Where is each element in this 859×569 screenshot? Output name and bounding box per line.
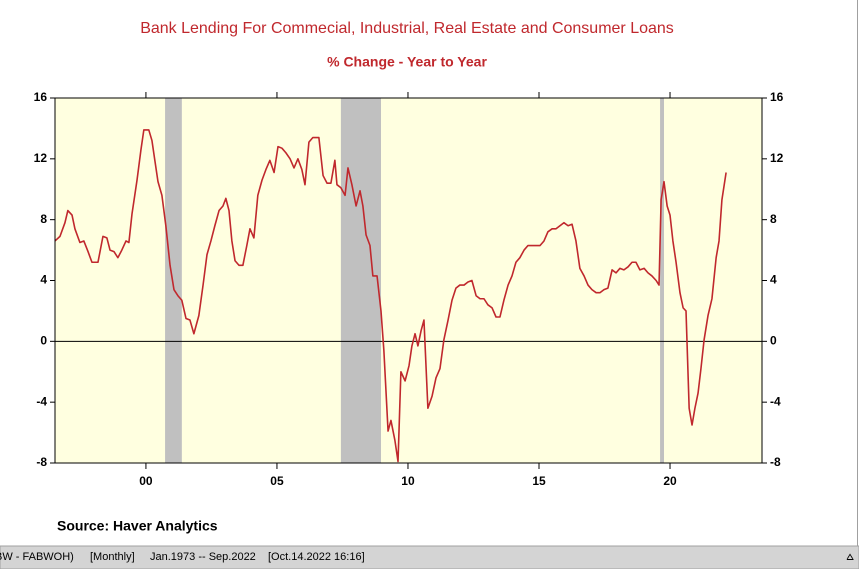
x-tick-label: 00 (139, 474, 153, 488)
status-item: BW - FABWOH) (0, 551, 74, 563)
y-tick-label: -8 (36, 455, 47, 469)
plot-frame (54, 97, 763, 464)
y-tick-label: 12 (34, 151, 48, 165)
y2-tick-label: 16 (770, 90, 784, 104)
x-tick-label: 05 (270, 474, 284, 488)
recession-band (340, 98, 381, 463)
y-tick-label: 16 (34, 90, 48, 104)
chart-title: Bank Lending For Commecial, Industrial, … (140, 20, 674, 37)
x-tick-label: 15 (532, 474, 546, 488)
y2-tick-label: 4 (770, 273, 777, 287)
y2-tick-label: 0 (770, 334, 777, 348)
y2-tick-label: -8 (770, 455, 781, 469)
recession-band (165, 98, 182, 463)
y2-tick-label: 12 (770, 151, 784, 165)
y-tick-label: 0 (40, 334, 47, 348)
y-tick-label: 8 (40, 212, 47, 226)
x-tick-label: 20 (663, 474, 677, 488)
y-tick-label: 4 (40, 273, 47, 287)
status-item: Jan.1973 -- Sep.2022 (150, 551, 256, 563)
pin-icon[interactable]: ⩟ (846, 549, 854, 563)
status-item: [Monthly] (90, 551, 135, 563)
data-line (54, 129, 727, 463)
y-tick-label: -4 (36, 394, 47, 408)
recession-band (660, 98, 664, 463)
x-tick-label: 10 (401, 474, 415, 488)
y2-tick-label: 8 (770, 212, 777, 226)
y2-tick-label: -4 (770, 394, 781, 408)
status-bar (0, 545, 859, 569)
source-note: Source: Haver Analytics (57, 518, 218, 534)
status-item: [Oct.14.2022 16:16] (268, 551, 365, 563)
chart-subtitle: % Change - Year to Year (327, 54, 487, 70)
status-items: BW - FABWOH) [Monthly] Jan.1973 -- Sep.202… (0, 551, 365, 563)
